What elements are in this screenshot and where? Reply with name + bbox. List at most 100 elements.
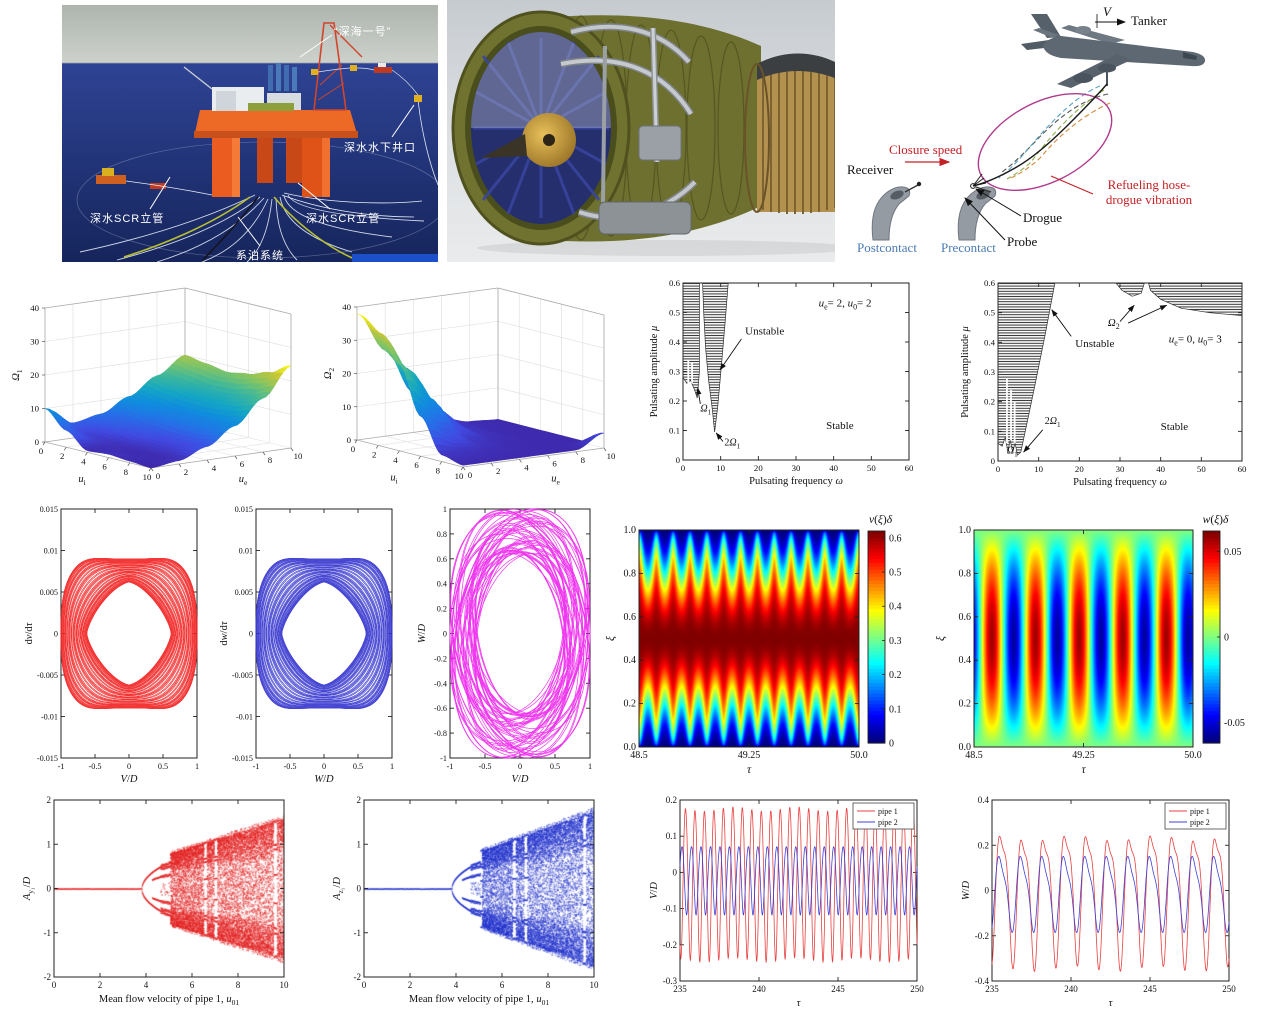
vibration-label: Refueling hose-drogue vibration [1105,177,1193,207]
svg-text:τ: τ [1081,764,1086,776]
mooring-lines [79,194,425,262]
svg-text:20: 20 [30,370,39,380]
svg-text:-0.4: -0.4 [434,679,447,688]
svg-text:0.2: 0.2 [437,605,447,614]
svg-text:2Ω1: 2Ω1 [1045,416,1061,429]
svg-text:0: 0 [468,470,473,480]
svg-text:0.5: 0.5 [550,762,560,771]
svg-text:10: 10 [607,451,616,461]
svg-text:0: 0 [681,463,686,473]
svg-text:245: 245 [1143,984,1157,994]
platform-title-label: “深海一号” [334,26,392,38]
svg-text:Pulsating amplitude μ: Pulsating amplitude μ [960,326,971,418]
svg-text:Az₁/D: Az₁/D [332,877,345,901]
svg-text:0: 0 [357,884,362,894]
svg-text:0.5: 0.5 [984,308,996,318]
svg-text:40: 40 [342,302,351,312]
svg-text:2: 2 [357,795,362,805]
svg-text:0.5: 0.5 [889,568,902,579]
svg-text:49.25: 49.25 [1072,750,1095,761]
svg-text:0.2: 0.2 [978,840,989,850]
svg-text:0: 0 [52,980,57,990]
svg-text:-2: -2 [354,972,362,982]
svg-text:0: 0 [991,456,996,466]
svg-text:240: 240 [1064,984,1078,994]
svg-text:0: 0 [39,446,44,456]
svg-text:0.1: 0.1 [666,831,677,841]
receiver-label: Receiver [847,162,894,177]
svg-text:4: 4 [454,980,459,990]
closure-speed-label: Closure speed [889,142,963,157]
svg-text:0.2: 0.2 [889,670,902,681]
svg-text:10: 10 [30,404,39,414]
svg-text:ξ: ξ [604,636,617,641]
svg-text:0.6: 0.6 [889,533,902,544]
svg-text:0.3: 0.3 [984,367,996,377]
svg-text:-0.005: -0.005 [37,671,58,680]
panel-timeseries-w: 235 240 245 250 -0.4 -0.2 0 0.2 0.4 τ W/D pipe 1 pip… [960,792,1269,1010]
panel-heatmap-w: 48.5 49.25 50.0 0.0 0.2 0.4 0.6 0.8 1.0 τ ξ 0.05 0 -0… [930,503,1269,790]
svg-text:1: 1 [588,762,592,771]
svg-text:6: 6 [552,459,557,469]
svg-text:0.4: 0.4 [437,580,447,589]
svg-text:-1: -1 [447,762,454,771]
svg-text:pipe 1: pipe 1 [878,807,898,816]
svg-text:0.8: 0.8 [624,568,637,579]
svg-text:0.3: 0.3 [669,367,681,377]
svg-text:0.4: 0.4 [978,795,990,805]
svg-text:2: 2 [60,451,64,461]
svg-text:2: 2 [98,980,103,990]
panel-bifurcation-ay: 0 2 4 6 8 10 -2 -1 0 1 2 Mean flow velocity of pipe… [20,792,340,1010]
svg-text:0: 0 [127,762,131,771]
svg-text:Ω2: Ω2 [1108,317,1120,331]
svg-text:2: 2 [496,466,500,476]
receiver-postcontact [871,181,922,241]
svg-text:20: 20 [342,369,351,379]
svg-text:Ω1: Ω1 [11,369,24,381]
panel-platform-photo: “深海一号” 深水水下井口 深水SCR立管 深水SCR立管 系泊系统 [62,5,438,262]
support-vessels [96,63,422,196]
svg-text:30: 30 [1116,464,1125,474]
svg-text:-1: -1 [44,928,52,938]
svg-text:ui: ui [78,474,85,487]
svg-text:0: 0 [889,739,894,750]
svg-text:0.5: 0.5 [353,762,363,771]
svg-text:-1: -1 [440,754,447,763]
panel-stability-ue0: 0 10 20 30 40 50 60 0 0.1 0.2 0.3 0.4 0.5 0.6 Pulsatin… [956,277,1266,490]
panel-stability-ue2: 0 10 20 30 40 50 60 0 0.1 0.2 0.3 0.4 0.5 0.6 Pulsatin… [645,277,937,490]
svg-text:-0.01: -0.01 [41,713,58,722]
svg-text:0.005: 0.005 [235,588,253,597]
svg-text:8: 8 [268,455,273,465]
svg-text:0.2: 0.2 [984,397,995,407]
svg-text:40: 40 [829,463,838,473]
svg-text:τ: τ [1109,998,1114,1009]
precontact-label: Precontact [941,240,996,255]
svg-text:8: 8 [546,980,551,990]
svg-text:10: 10 [716,463,725,473]
drogue-label: Drogue [1023,210,1062,225]
receiver-precontact [957,186,997,241]
svg-text:0.8: 0.8 [959,568,972,579]
svg-text:0.6: 0.6 [984,278,996,288]
svg-text:0.2: 0.2 [624,699,637,710]
svg-text:dw/dτ: dw/dτ [220,620,230,645]
svg-text:4: 4 [212,463,217,473]
svg-text:Pulsating frequency ω: Pulsating frequency ω [749,476,843,487]
svg-text:-0.2: -0.2 [975,931,989,941]
svg-text:8: 8 [236,980,241,990]
vibration-ellipse [977,92,1113,192]
svg-text:0: 0 [443,630,447,639]
svg-text:50.0: 50.0 [1184,750,1202,761]
svg-text:0: 0 [249,630,253,639]
svg-text:W/D: W/D [314,774,334,785]
svg-text:0.4: 0.4 [624,655,637,666]
svg-text:-0.015: -0.015 [37,754,58,763]
svg-text:Unstable: Unstable [745,326,784,338]
svg-text:10: 10 [590,980,600,990]
svg-text:48.5: 48.5 [965,750,983,761]
svg-text:pipe 2: pipe 2 [878,818,898,827]
svg-text:40: 40 [30,303,39,313]
svg-text:0.4: 0.4 [959,655,972,666]
drogue-basket [970,173,987,189]
tanker-label: Tanker [1131,13,1167,28]
